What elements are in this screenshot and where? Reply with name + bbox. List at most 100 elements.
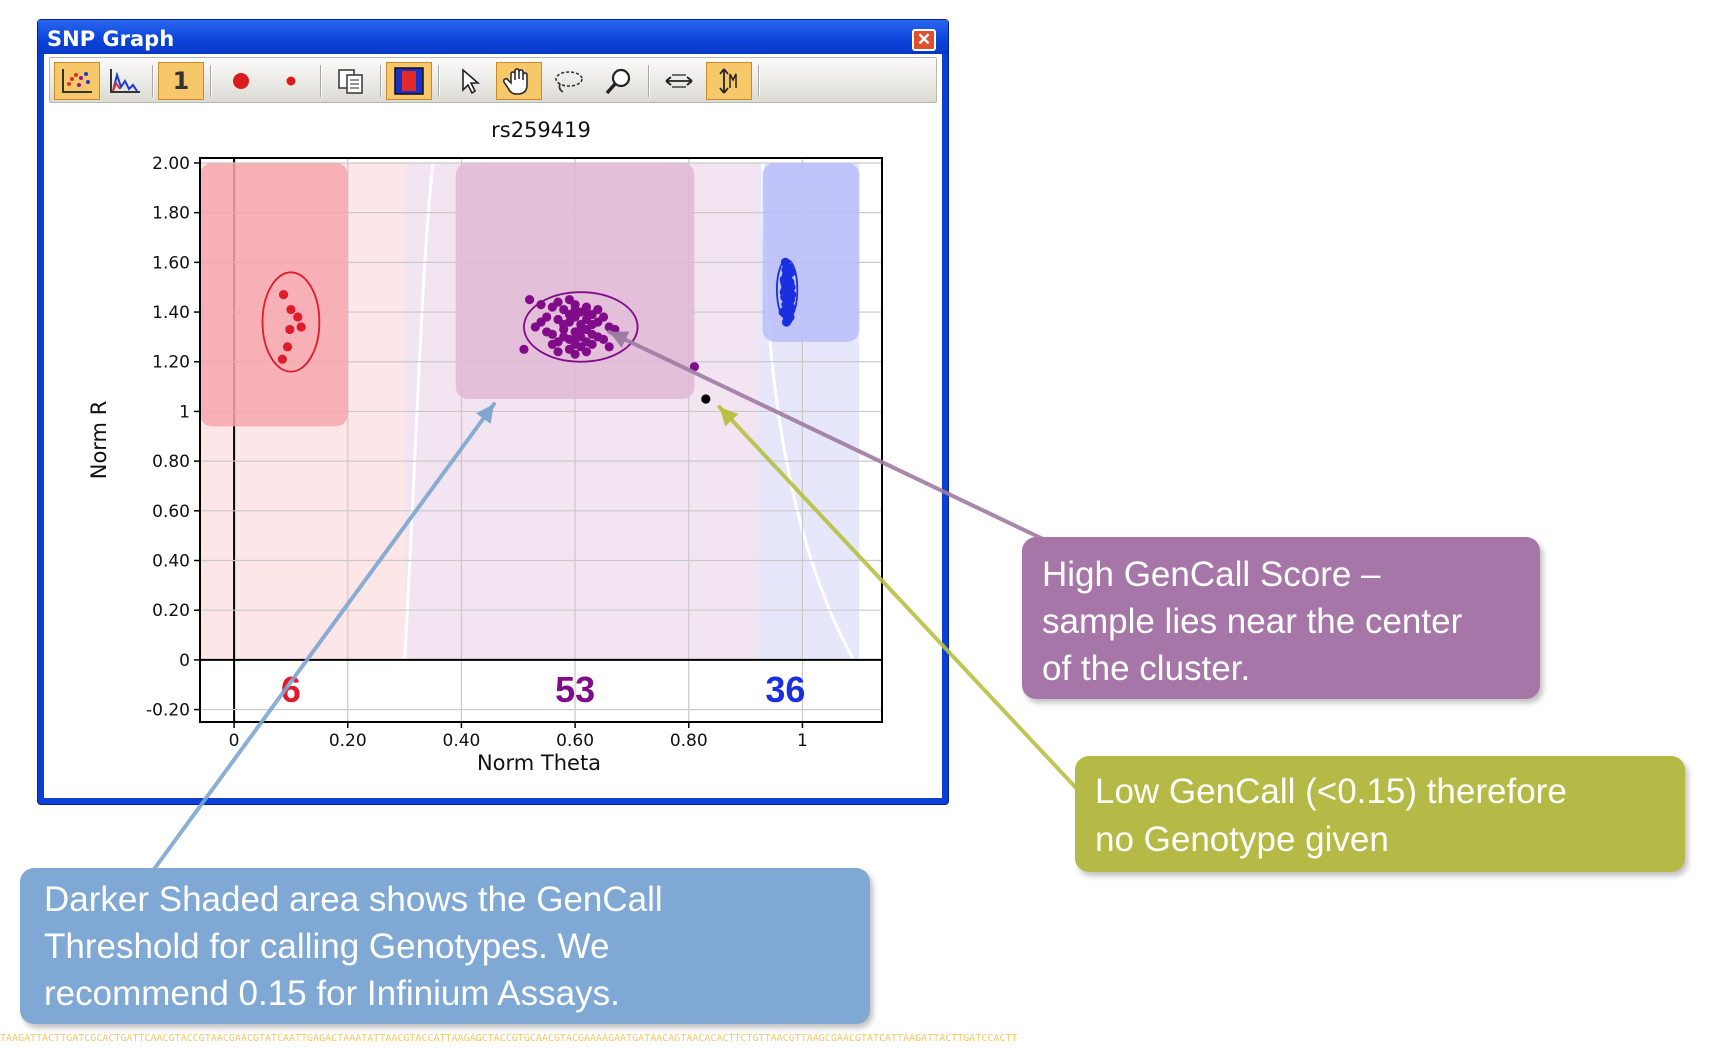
- window-titlebar[interactable]: SNP Graph ✕: [38, 20, 948, 54]
- threshold-region: [455, 162, 695, 400]
- data-point: [784, 299, 794, 310]
- dna-sequence-footer: TAAGATTACTTGATCGCACTGATTCAACGTACCGTAACGA…: [0, 1033, 1018, 1044]
- threshold-region: [762, 162, 860, 342]
- data-point: [536, 299, 546, 310]
- outlier-point: [689, 362, 700, 372]
- x-tick-label: 0.60: [556, 731, 594, 751]
- zoom-icon[interactable]: [596, 62, 642, 100]
- y-tick-label: 1.40: [152, 303, 190, 323]
- x-tick-label: 0.80: [670, 731, 708, 751]
- low-callout-arrow: [717, 405, 1080, 792]
- copy-icon[interactable]: [328, 62, 374, 100]
- threshold-callout: Darker Shaded area shows the GenCall Thr…: [20, 868, 870, 1024]
- callout-line: sample lies near the center: [1042, 602, 1463, 641]
- data-point: [570, 349, 580, 359]
- data-point: [783, 314, 793, 325]
- lasso-icon[interactable]: [546, 62, 592, 100]
- data-point: [587, 319, 597, 330]
- data-point: [782, 275, 792, 285]
- window-title: SNP Graph: [47, 27, 175, 51]
- cluster-count-label: 6: [281, 669, 301, 710]
- y-tick-label: -0.20: [146, 701, 190, 721]
- data-point: [559, 319, 569, 330]
- y-tick-label: 1.20: [152, 353, 190, 373]
- close-icon[interactable]: ✕: [912, 29, 936, 51]
- data-point: [277, 354, 288, 364]
- data-point: [581, 307, 592, 317]
- color-palette-icon[interactable]: [386, 62, 432, 100]
- cluster-counts: 6 53 36: [281, 669, 805, 710]
- callout-line: Darker Shaded area shows the GenCall: [44, 880, 663, 919]
- x-tick-label: 0.40: [443, 731, 481, 751]
- x-tick-label: 1: [797, 731, 808, 751]
- callout-line: recommend 0.15 for Infinium Assays.: [44, 974, 620, 1013]
- data-point: [282, 342, 293, 352]
- data-point: [570, 334, 580, 344]
- data-point: [285, 324, 295, 335]
- graph-toolbar: 1: [49, 57, 937, 103]
- x-tick-label: 0.20: [329, 731, 367, 751]
- low-gencall-callout: Low GenCall (<0.15) therefore no Genotyp…: [1075, 756, 1685, 872]
- outlier-point: [701, 394, 711, 404]
- y-tick-label: 1: [179, 402, 190, 422]
- data-point: [547, 339, 557, 349]
- data-point: [576, 324, 586, 335]
- callout-line: of the cluster.: [1042, 649, 1251, 688]
- data-point: [296, 322, 306, 332]
- data-point: [525, 295, 535, 305]
- y-tick-label: 0: [179, 651, 190, 671]
- y-tick-label: 2.00: [152, 154, 190, 174]
- data-point: [286, 304, 296, 315]
- y-tick-label: 0.60: [152, 502, 190, 522]
- data-point: [780, 290, 790, 300]
- data-point: [293, 312, 303, 322]
- small-dot-icon[interactable]: [268, 62, 314, 100]
- data-point: [786, 282, 796, 292]
- hand-pan-icon[interactable]: [496, 62, 542, 100]
- cluster-count-label: 36: [765, 669, 805, 710]
- cluster-ellipse: [523, 291, 639, 363]
- high-gencall-callout: High GenCall Score – sample lies near th…: [1022, 537, 1540, 699]
- cluster-count-label: 53: [555, 669, 595, 710]
- horizontal-scale-icon[interactable]: [656, 62, 702, 100]
- data-point: [564, 309, 575, 320]
- vertical-scale-icon[interactable]: [706, 62, 752, 100]
- cluster-ellipse: [261, 271, 321, 373]
- threshold-callout-arrow: [150, 402, 496, 874]
- data-point: [604, 342, 614, 352]
- data-point: [559, 332, 569, 342]
- callout-arrows: [150, 329, 1080, 874]
- high-callout-arrow-head: [609, 331, 630, 348]
- data-points: [277, 257, 797, 404]
- y-tick-label: 1.80: [152, 204, 190, 224]
- x-axis-label: Norm Theta: [477, 751, 601, 775]
- data-point: [598, 334, 609, 344]
- data-point: [536, 317, 546, 327]
- axes: -0.20 0 0.20 0.40 0.60 0.80 1 1.20 1.40 1.60 1.80 2…: [146, 154, 883, 751]
- low-callout-arrow-head: [719, 407, 739, 427]
- data-point: [581, 347, 592, 357]
- scatter-plot-icon[interactable]: [54, 62, 100, 100]
- x-tick-label: 0: [229, 731, 240, 751]
- y-axis-label: Norm R: [87, 401, 111, 480]
- large-dot-icon[interactable]: [218, 62, 264, 100]
- data-point: [553, 297, 563, 307]
- pointer-icon[interactable]: [446, 62, 492, 100]
- data-point: [553, 347, 563, 357]
- callout-line: High GenCall Score –: [1042, 555, 1381, 594]
- chart-title: rs259419: [491, 118, 591, 142]
- histogram-icon[interactable]: [102, 62, 148, 100]
- plot-frame: [199, 157, 883, 723]
- single-plot-label: 1: [172, 67, 190, 95]
- data-point: [781, 265, 791, 275]
- data-point: [593, 304, 603, 315]
- data-point: [278, 290, 289, 300]
- callout-line: no Genotype given: [1095, 820, 1389, 859]
- high-callout-arrow: [607, 329, 1047, 542]
- data-point: [519, 344, 529, 354]
- threshold-callout-arrow-head: [476, 404, 494, 424]
- single-plot-icon[interactable]: 1: [158, 62, 204, 100]
- y-tick-label: 0.20: [152, 601, 190, 621]
- data-point: [542, 327, 552, 337]
